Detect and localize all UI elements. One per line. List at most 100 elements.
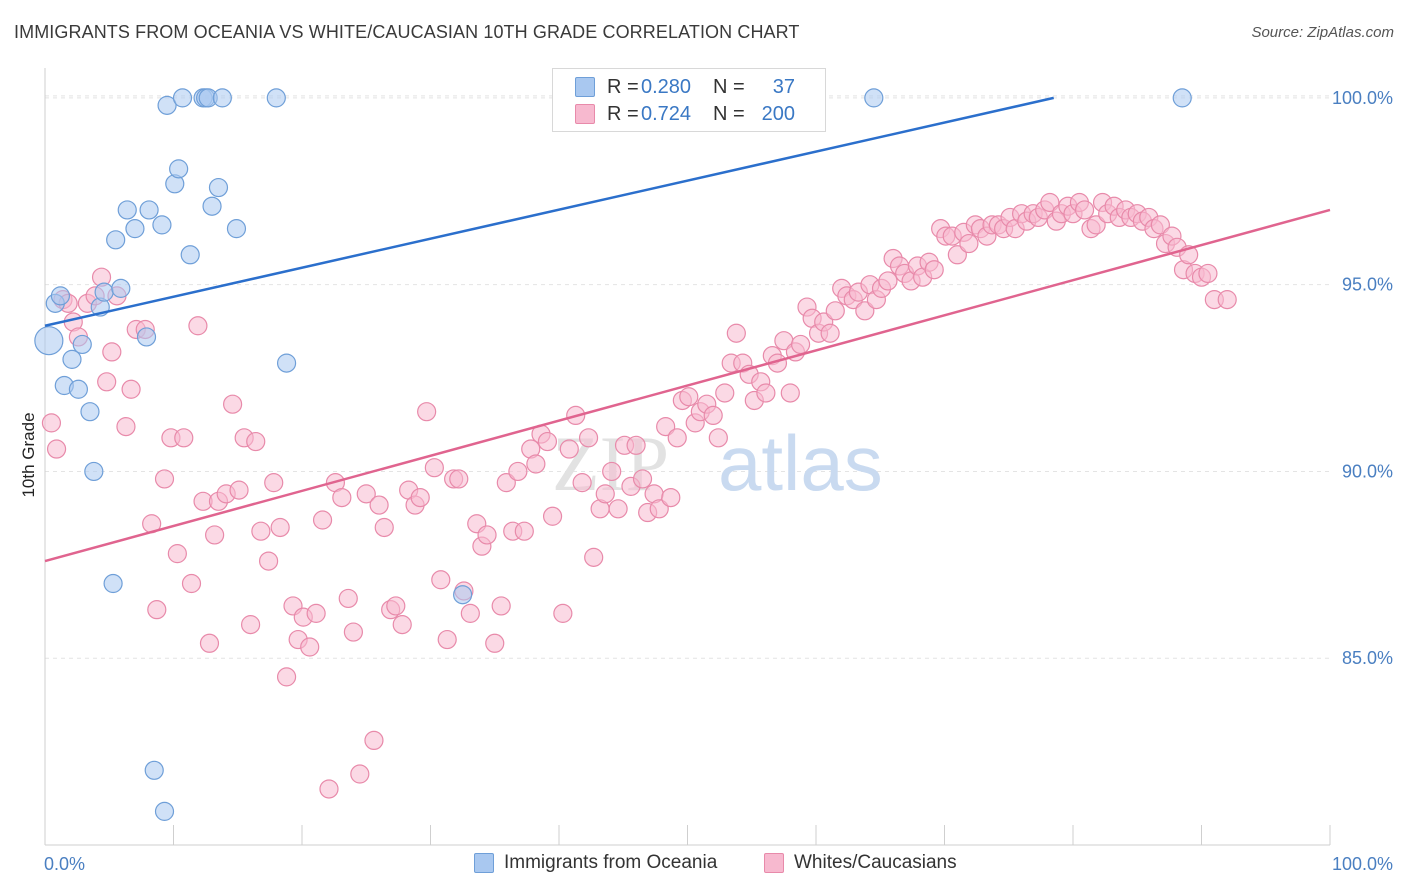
point-oceania [139,200,159,220]
series-swatch-whites [764,853,784,873]
series-legend-whites: Whites/Caucasians [764,852,957,874]
point-oceania [172,88,193,108]
point-whites [356,484,376,504]
point-oceania [103,573,123,594]
point-whites [246,431,266,452]
point-whites [1086,215,1106,235]
point-oceania [117,200,137,220]
point-whites [572,473,592,493]
point-whites [542,506,563,526]
point-oceania [169,159,189,179]
point-whites [649,499,669,519]
point-whites [188,316,208,336]
axes [44,68,1331,846]
point-whites [947,245,967,265]
r-value: 0.280 [641,75,692,98]
point-whites [147,600,167,620]
point-oceania [453,585,473,605]
point-whites [223,394,243,414]
point-whites [477,525,497,545]
point-oceania [136,327,157,347]
point-whites [437,629,457,650]
point-whites [790,334,811,355]
point-whites [584,547,604,567]
point-oceania [226,219,247,239]
n-label: N = [713,102,745,125]
point-whites [537,431,558,452]
legend-row-whites: R = 0.724 N = 200 [575,101,795,127]
n-value: 200 [761,102,795,125]
point-whites [424,458,444,478]
series-swatch-oceania [474,853,494,873]
data-points [34,88,1237,821]
point-oceania [154,801,175,821]
point-whites [632,469,653,489]
point-oceania [106,230,126,250]
r-label: R = [607,102,639,125]
point-whites [726,323,746,343]
point-whites [679,387,699,407]
point-whites [97,372,117,392]
y-tick-label: 90.0% [1342,461,1393,481]
point-whites [449,469,469,489]
point-whites [878,271,898,291]
legend-row-oceania: R = 0.280 N = 37 [575,74,795,100]
point-whites [820,323,840,343]
point-oceania [208,177,229,198]
point-whites [780,383,800,403]
n-label: N = [713,75,745,98]
point-whites [559,439,579,459]
point-oceania [72,334,92,355]
point-whites [369,495,389,515]
n-value: 37 [772,75,795,98]
point-whites [229,480,249,500]
point-oceania [212,88,232,108]
point-whites [174,428,194,448]
point-whites [485,633,505,653]
point-whites [1074,200,1095,220]
point-whites [959,233,979,254]
point-oceania [125,219,145,239]
point-oceania [80,402,100,422]
point-whites [1040,192,1060,213]
point-whites [306,603,326,623]
point-oceania [34,326,64,356]
point-whites [491,596,511,616]
point-oceania [276,353,297,373]
point-whites [715,383,735,403]
legend-swatch-whites [575,104,595,124]
point-oceania [266,88,286,108]
point-whites [270,517,290,538]
point-whites [508,461,528,482]
point-oceania [144,760,164,780]
point-whites [460,603,480,623]
point-whites [578,428,599,448]
point-whites [417,402,437,422]
point-oceania [50,286,71,306]
point-whites [410,487,430,508]
point-oceania [864,88,884,108]
legend-swatch-oceania [575,77,595,97]
point-whites [121,379,141,399]
point-whites [514,521,534,541]
point-oceania [62,349,82,369]
tick-labels: 100.0% 95.0% 90.0% 85.0% 0.0% 100.0% [44,88,1393,874]
point-oceania [157,95,177,115]
point-whites [364,730,384,751]
point-whites [1150,215,1170,235]
point-whites [374,517,394,538]
point-whites [276,667,297,687]
source-label: Source: ZipAtlas.com [1251,24,1394,41]
point-whites [350,764,370,784]
point-whites [1217,290,1237,310]
point-whites [602,461,622,482]
point-whites [608,499,628,519]
trend-line-whites [44,208,1331,563]
point-oceania [202,196,222,216]
point-whites [319,779,339,799]
point-whites [553,603,573,623]
point-oceania [111,278,131,298]
point-whites [825,301,845,321]
x-tick-label: 100.0% [1332,854,1393,874]
